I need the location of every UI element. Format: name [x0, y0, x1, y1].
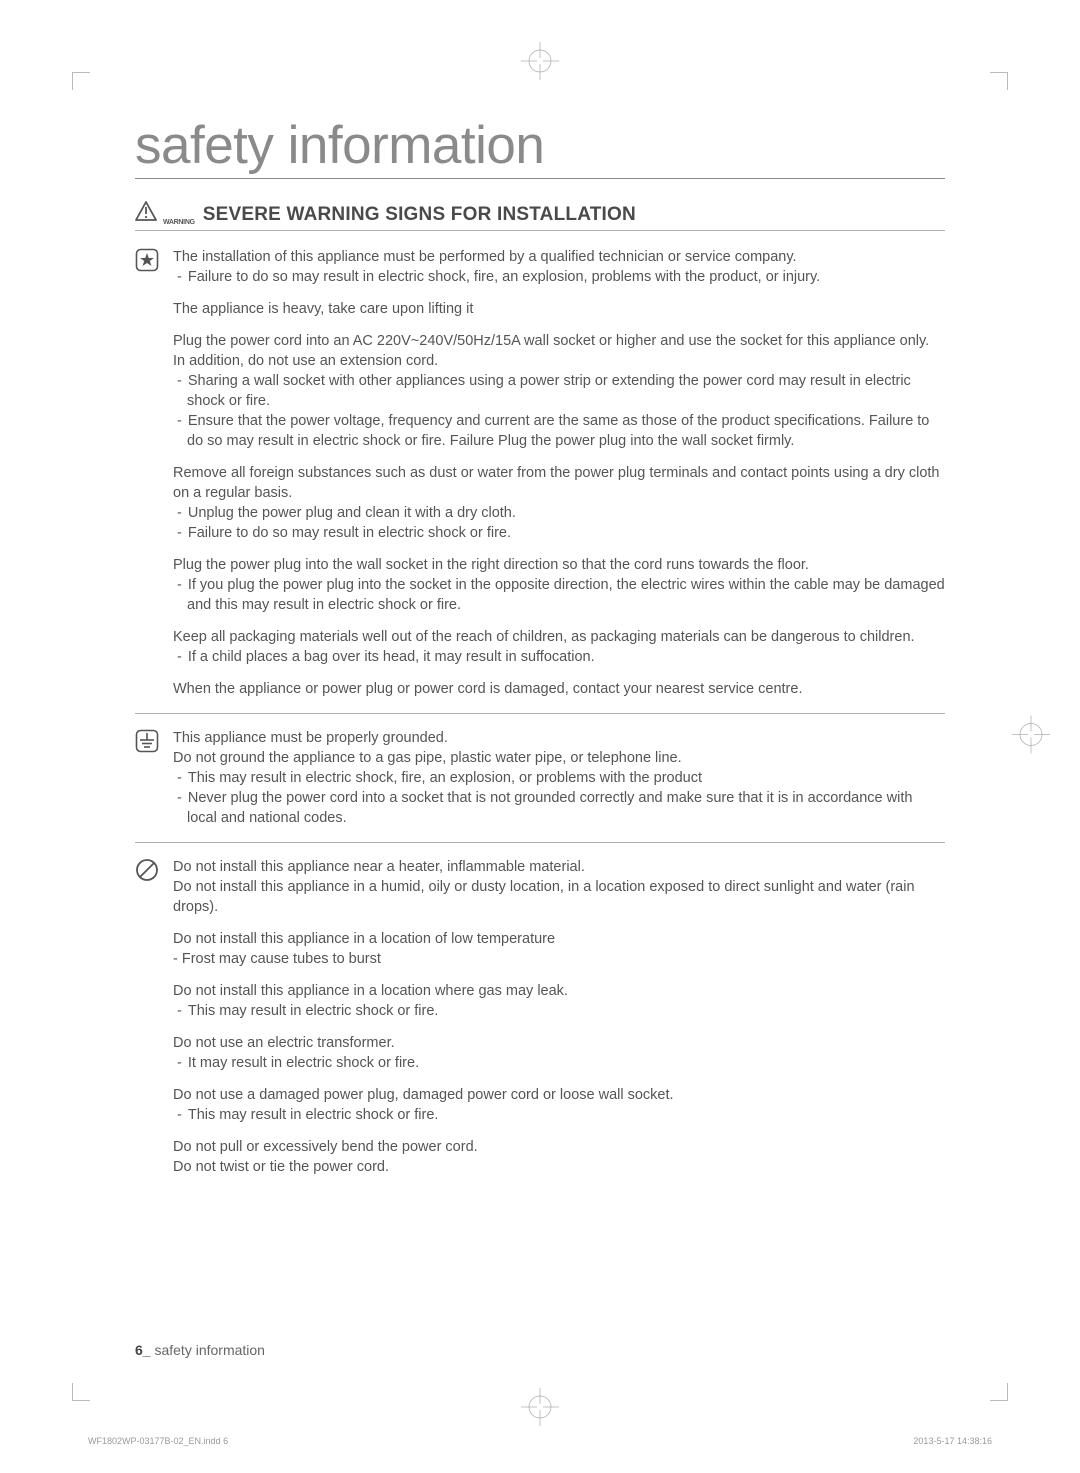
body-text: This appliance must be properly grounded…: [173, 728, 945, 748]
body-text: Remove all foreign substances such as du…: [173, 463, 945, 503]
body-text: Plug the power cord into an AC 220V~240V…: [173, 331, 945, 371]
page-number: 6_: [135, 1342, 151, 1358]
print-info-file: WF1802WP-03177B-02_EN.indd 6: [88, 1436, 228, 1446]
body-text: The installation of this appliance must …: [173, 247, 945, 267]
warning-triangle-icon: [135, 201, 157, 226]
section-title: SEVERE WARNING SIGNS FOR INSTALLATION: [203, 204, 636, 226]
body-text: Unplug the power plug and clean it with …: [173, 503, 945, 523]
page-title: safety information: [135, 115, 945, 179]
prohibit-icon: [135, 869, 159, 886]
body-text: Do not install this appliance in a humid…: [173, 877, 945, 917]
body-text: Ensure that the power voltage, frequency…: [173, 411, 945, 451]
body-text: The appliance is heavy, take care upon l…: [173, 299, 945, 319]
body-text: Failure to do so may result in electric …: [173, 267, 945, 287]
body-text: If you plug the power plug into the sock…: [173, 575, 945, 615]
body-text: Do not install this appliance in a locat…: [173, 929, 945, 949]
body-text: Failure to do so may result in electric …: [173, 523, 945, 543]
body-text: Do not install this appliance in a locat…: [173, 981, 945, 1001]
body-text: Sharing a wall socket with other applian…: [173, 371, 945, 411]
crop-mark-bottom: [521, 1388, 559, 1431]
body-text: Do not pull or excessively bend the powe…: [173, 1137, 945, 1157]
body-text: When the appliance or power plug or powe…: [173, 679, 945, 699]
body-text: Keep all packaging materials well out of…: [173, 627, 945, 647]
star-box-icon: [135, 259, 159, 276]
safety-block-prohibit: Do not install this appliance near a hea…: [135, 857, 945, 1177]
body-text: It may result in electric shock or fire.: [173, 1053, 945, 1073]
body-text: Do not ground the appliance to a gas pip…: [173, 748, 945, 768]
ground-box-icon: [135, 740, 159, 757]
body-text: Do not twist or tie the power cord.: [173, 1157, 945, 1177]
print-info-date: 2013-5-17 14:38:16: [913, 1436, 992, 1446]
safety-block-ground: This appliance must be properly grounded…: [135, 728, 945, 843]
page-footer: 6_ safety information: [135, 1342, 265, 1358]
body-text: Never plug the power cord into a socket …: [173, 788, 945, 828]
page-content: safety information WARNING SEVERE WARNIN…: [85, 85, 995, 1388]
body-text: - Frost may cause tubes to burst: [173, 949, 945, 969]
body-text: If a child places a bag over its head, i…: [173, 647, 945, 667]
body-text: This may result in electric shock, fire,…: [173, 768, 945, 788]
body-text: This may result in electric shock or fir…: [173, 1001, 945, 1021]
body-text: Plug the power plug into the wall socket…: [173, 555, 945, 575]
crop-mark-right: [1012, 715, 1050, 758]
warning-label: WARNING: [163, 219, 195, 226]
safety-block-critical: The installation of this appliance must …: [135, 247, 945, 714]
crop-mark-top: [521, 42, 559, 85]
body-text: Do not use an electric transformer.: [173, 1033, 945, 1053]
section-header: WARNING SEVERE WARNING SIGNS FOR INSTALL…: [135, 201, 945, 231]
footer-label: safety information: [151, 1342, 265, 1358]
body-text: This may result in electric shock or fir…: [173, 1105, 945, 1125]
body-text: Do not install this appliance near a hea…: [173, 857, 945, 877]
body-text: Do not use a damaged power plug, damaged…: [173, 1085, 945, 1105]
